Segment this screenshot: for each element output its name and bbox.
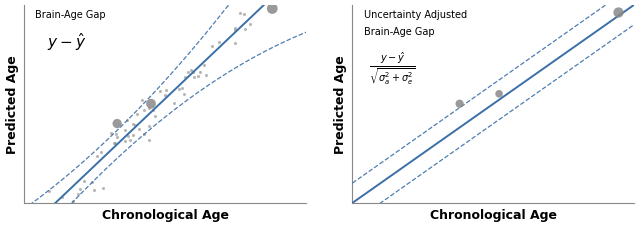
- Point: [120, 128, 130, 132]
- Point: [144, 125, 154, 128]
- Text: Uncertainty Adjusted: Uncertainty Adjusted: [364, 10, 467, 20]
- Point: [137, 99, 147, 102]
- Point: [454, 102, 465, 106]
- Point: [139, 133, 149, 136]
- Point: [112, 136, 122, 140]
- Point: [33, 219, 44, 222]
- Point: [174, 88, 184, 92]
- Point: [120, 140, 130, 143]
- Y-axis label: Predicted Age: Predicted Age: [334, 55, 347, 153]
- Point: [44, 190, 54, 193]
- Point: [198, 64, 209, 67]
- Point: [177, 87, 187, 91]
- Point: [155, 90, 165, 93]
- Point: [240, 28, 250, 32]
- Point: [229, 27, 239, 30]
- Point: [39, 216, 49, 220]
- Point: [230, 42, 240, 46]
- Point: [146, 102, 156, 106]
- Point: [186, 69, 196, 73]
- Point: [189, 76, 199, 80]
- Point: [180, 76, 190, 80]
- Text: $\frac{y - \hat{y}}{\sqrt{\sigma_a^2 + \sigma_e^2}}$: $\frac{y - \hat{y}}{\sqrt{\sigma_a^2 + \…: [369, 51, 416, 88]
- Point: [106, 132, 116, 136]
- Point: [195, 71, 205, 74]
- Point: [109, 142, 119, 146]
- Point: [179, 93, 189, 97]
- Point: [111, 133, 121, 137]
- Point: [267, 8, 277, 11]
- Point: [144, 106, 154, 110]
- Point: [130, 124, 140, 128]
- Point: [161, 89, 172, 92]
- Point: [42, 217, 52, 221]
- Point: [207, 45, 217, 49]
- Point: [150, 115, 160, 118]
- Point: [122, 118, 132, 122]
- Text: Brain-Age Gap: Brain-Age Gap: [35, 10, 106, 20]
- Point: [122, 134, 132, 138]
- Point: [28, 209, 38, 213]
- Point: [79, 180, 89, 183]
- Point: [230, 29, 241, 32]
- Point: [68, 199, 78, 202]
- Point: [48, 216, 58, 219]
- Point: [169, 102, 179, 106]
- Point: [494, 93, 504, 96]
- Point: [92, 155, 102, 158]
- Point: [147, 109, 157, 112]
- Point: [193, 75, 203, 79]
- Point: [159, 94, 170, 98]
- Point: [245, 23, 255, 27]
- Text: $y - \hat{y}$: $y - \hat{y}$: [47, 31, 86, 53]
- Point: [214, 41, 225, 45]
- Point: [239, 13, 250, 17]
- Point: [129, 133, 139, 137]
- Point: [235, 12, 245, 16]
- Point: [97, 186, 108, 190]
- Point: [201, 73, 211, 77]
- Point: [110, 142, 120, 146]
- X-axis label: Chronological Age: Chronological Age: [430, 209, 557, 222]
- Point: [44, 210, 54, 213]
- Point: [182, 71, 193, 75]
- Point: [75, 187, 85, 191]
- Point: [89, 188, 99, 192]
- Point: [87, 181, 97, 184]
- Text: Brain-Age Gap: Brain-Age Gap: [364, 27, 435, 37]
- Point: [96, 151, 106, 155]
- Point: [132, 112, 142, 116]
- Point: [144, 138, 154, 142]
- Point: [134, 128, 144, 131]
- Point: [112, 122, 122, 126]
- Y-axis label: Predicted Age: Predicted Age: [6, 55, 19, 153]
- Point: [73, 192, 83, 196]
- Point: [188, 71, 198, 74]
- X-axis label: Chronological Age: Chronological Age: [102, 209, 228, 222]
- Point: [57, 195, 67, 199]
- Point: [139, 109, 149, 112]
- Point: [128, 123, 138, 126]
- Point: [125, 138, 135, 142]
- Point: [612, 12, 623, 15]
